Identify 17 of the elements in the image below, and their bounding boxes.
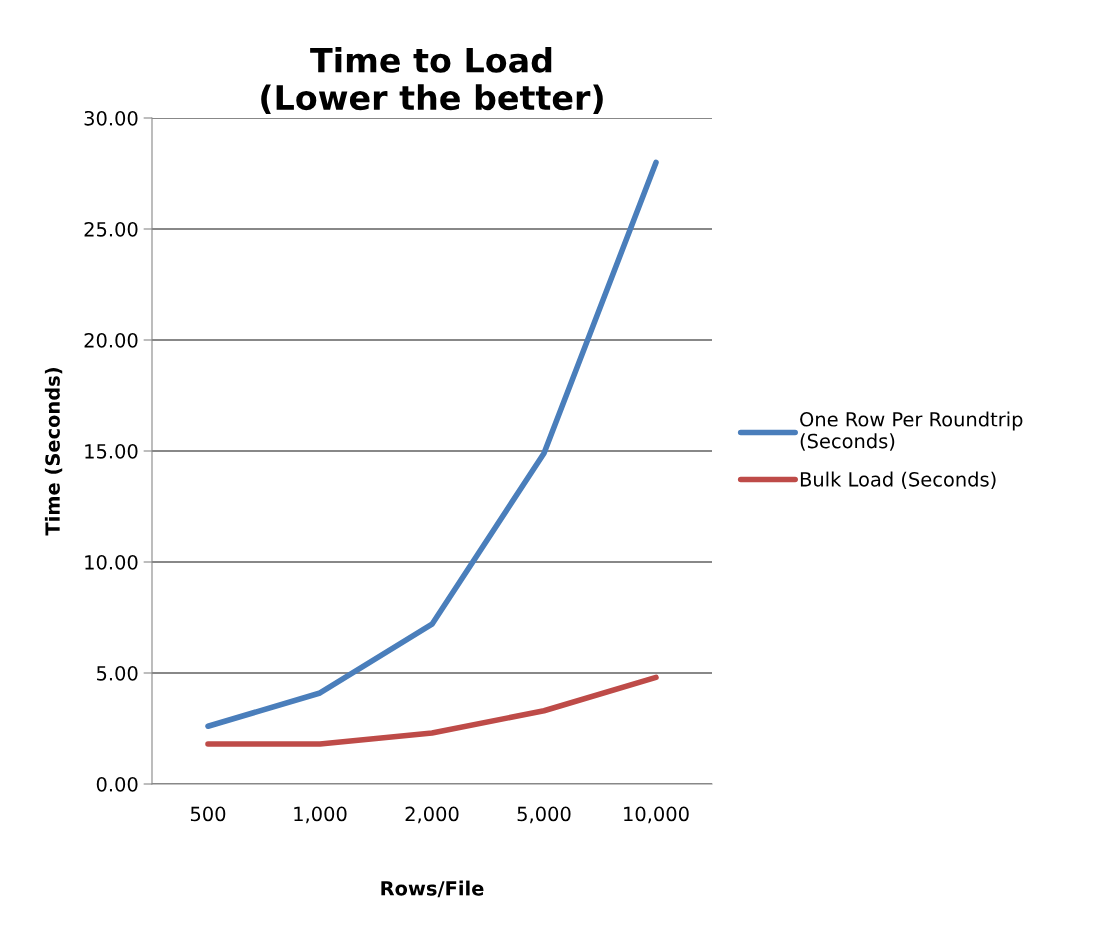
x-tick-label: 5,000 [517,806,571,824]
y-tick-label: 5.00 [97,665,138,681]
y-tick-label: 30.00 [84,110,138,126]
y-tick-label: 20.00 [84,332,138,348]
x-tick-label: 1,000 [294,806,347,824]
y-tick-label: 0.00 [96,776,138,792]
legend-label: One Row Per Roundtrip (Seconds) [800,411,1023,451]
chart-title: Time to Load (Lower the better) [261,47,603,115]
x-tick-label: 500 [190,806,226,822]
y-tick-label: 15.00 [85,443,138,459]
x-tick-label: 10,000 [624,806,689,824]
legend-label: Bulk Load (Seconds) [800,471,996,489]
y-tick-label: 10.00 [85,554,138,570]
x-tick-label: 2,000 [405,806,459,824]
y-tick-label: 25.00 [84,221,138,237]
x-axis-title: Rows/File [381,880,484,898]
y-axis-title: Time (Seconds) [44,368,63,536]
